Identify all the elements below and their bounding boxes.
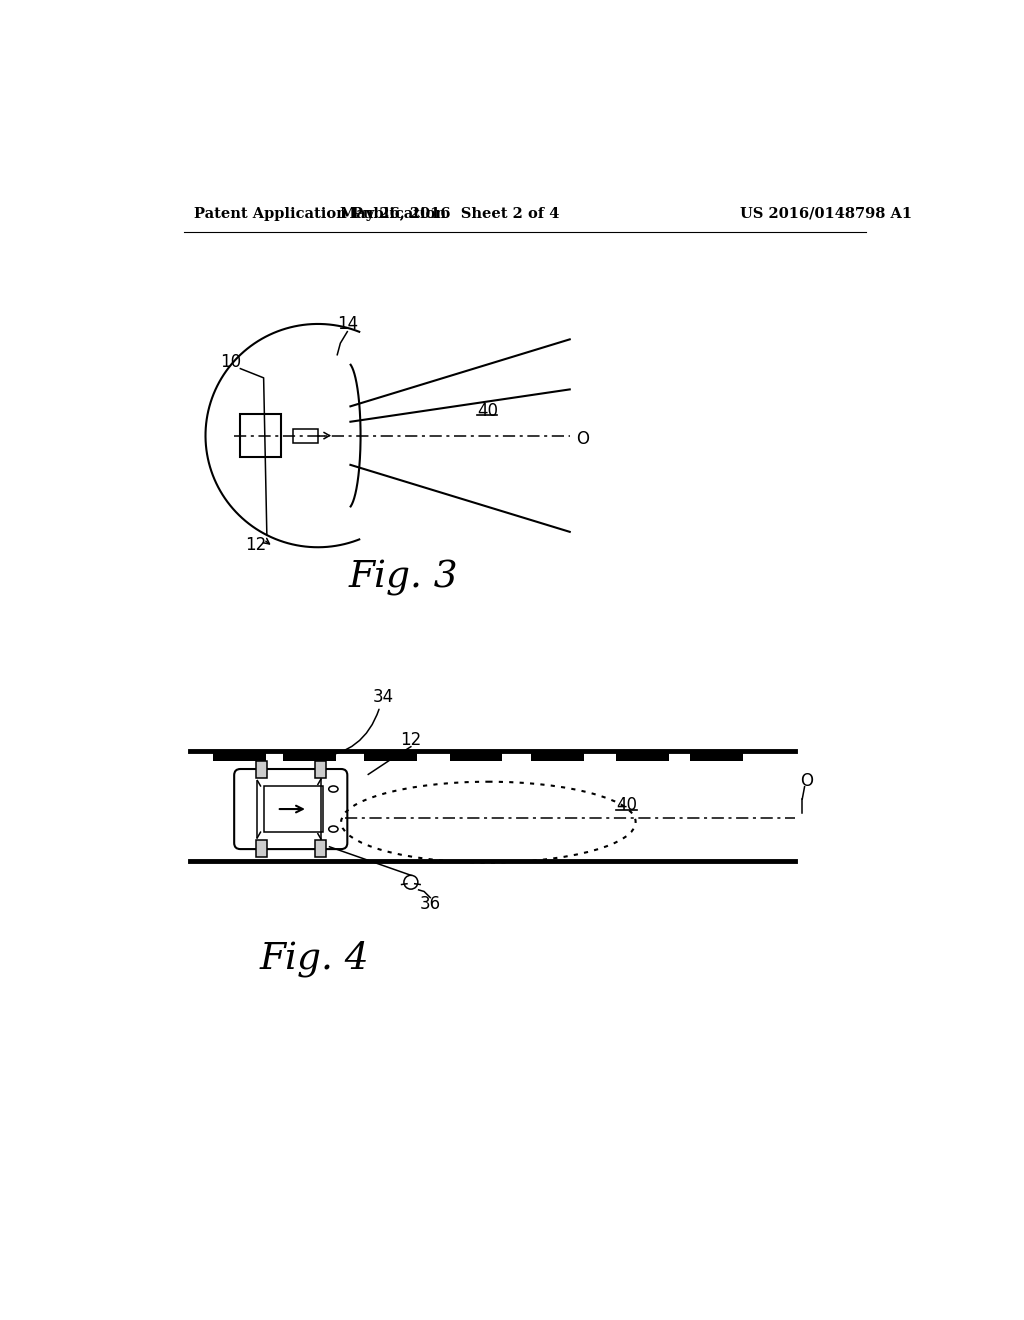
Bar (241, 414, 281, 457)
Text: Fig. 3: Fig. 3 (348, 560, 458, 597)
Text: O: O (577, 430, 590, 449)
Text: 12: 12 (246, 536, 266, 554)
Bar (256, 762, 266, 779)
Text: 34: 34 (373, 689, 394, 706)
Text: Patent Application Publication: Patent Application Publication (194, 207, 445, 220)
Bar (283, 750, 336, 760)
Text: US 2016/0148798 A1: US 2016/0148798 A1 (740, 207, 912, 220)
Text: 40: 40 (616, 796, 637, 814)
Bar (213, 750, 266, 760)
Bar (293, 429, 317, 442)
Text: Fig. 4: Fig. 4 (259, 941, 369, 977)
Text: 40: 40 (477, 403, 498, 420)
Text: O: O (801, 772, 813, 789)
Text: 36: 36 (420, 895, 440, 912)
Bar (450, 750, 503, 760)
Text: May 26, 2016  Sheet 2 of 4: May 26, 2016 Sheet 2 of 4 (340, 207, 559, 220)
Bar (690, 750, 742, 760)
Text: 10: 10 (220, 354, 241, 371)
Text: 12: 12 (400, 731, 422, 748)
Bar (531, 750, 584, 760)
Bar (365, 750, 417, 760)
Bar (263, 785, 323, 832)
Bar (256, 840, 266, 857)
Bar (314, 840, 326, 857)
Bar (616, 750, 669, 760)
Bar (314, 762, 326, 779)
Text: 14: 14 (337, 315, 357, 333)
